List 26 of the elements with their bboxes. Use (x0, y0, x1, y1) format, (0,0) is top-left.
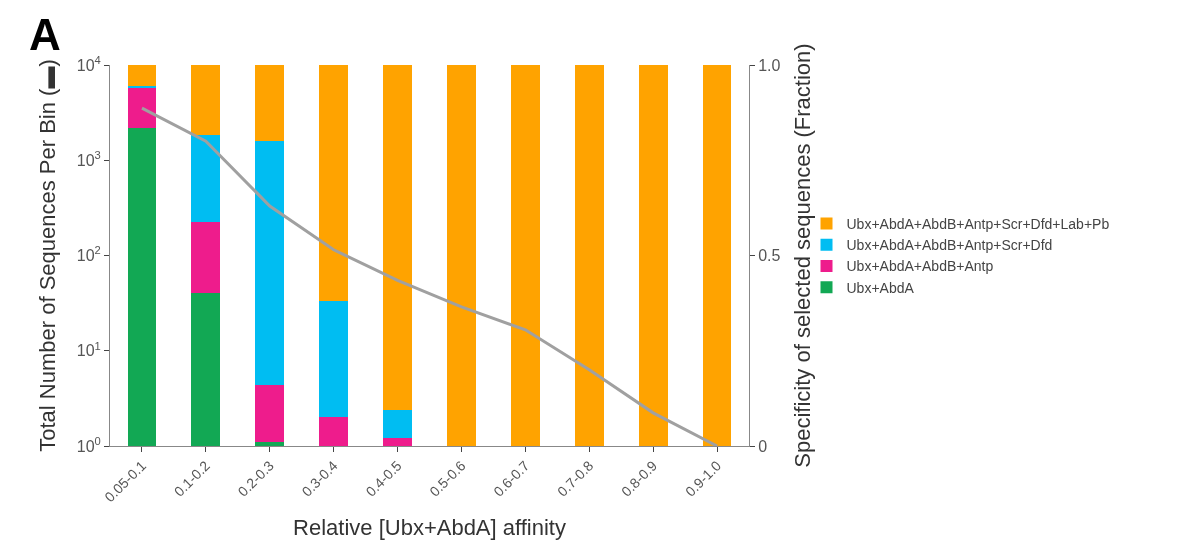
bar (319, 65, 349, 302)
bar (127, 65, 157, 87)
y-tick-label: 10$^{4}$ (76, 53, 101, 74)
y-tick-label: 10$^{0}$ (76, 434, 101, 455)
y-axis-title: Total Number of Sequences Per Bin (▬) (34, 59, 60, 452)
bar (383, 65, 412, 410)
y2-tick-label: 0.5 (758, 247, 781, 265)
y-tick-label: 10$^{3}$ (76, 149, 101, 169)
legend-label: Ubx+AbdA+AbdB+Antp+Scr+Dfd (846, 237, 1053, 254)
line-series (140, 106, 719, 446)
y2-tick-label: 0 (758, 437, 768, 455)
y-tick-label: 10$^{1}$ (76, 339, 101, 360)
y2-axis-title: Specificity of selected sequences (Fraction) (790, 43, 816, 468)
legend-label: Ubx+AbdA (846, 279, 915, 296)
text: A (29, 10, 61, 59)
bar (191, 135, 221, 222)
legend-label: Ubx+AbdA+AbdB+Antp+Scr+Dfd+Lab+Pb (846, 216, 1110, 233)
bar (127, 88, 157, 129)
y-tick-label: 10$^{2}$ (76, 244, 101, 265)
legend-label: Ubx+AbdA+AbdB+Antp (846, 258, 994, 275)
bar (255, 140, 285, 385)
bar (191, 65, 221, 136)
bar (255, 65, 285, 141)
x-axis-title: Relative [Ubx+AbdA] affinity (293, 515, 566, 541)
y2-tick-label: 1.0 (758, 56, 781, 74)
bar (127, 86, 157, 89)
